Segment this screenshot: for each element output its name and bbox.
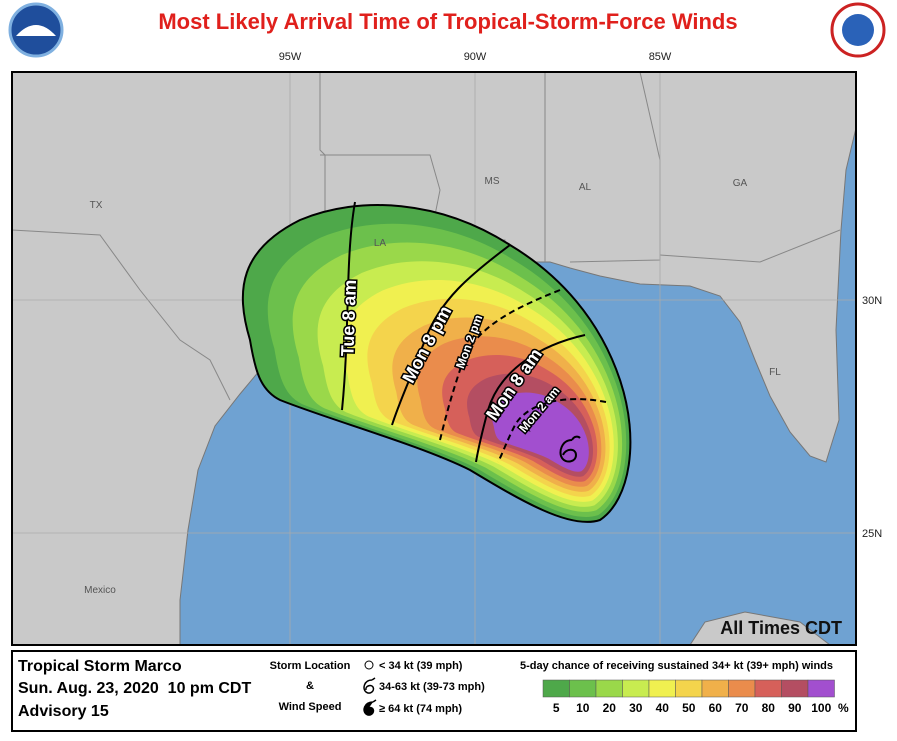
scale-label: 10 [576,701,590,715]
symbol-legend-item: < 34 kt (39 mph) [379,660,463,672]
symbol-legend-title: Wind Speed [279,701,342,713]
place-label: MS [485,176,500,187]
contour-tue-8am [341,201,356,411]
contour-mon-2am [497,398,607,463]
probability-shading [242,205,631,522]
time-contours [341,201,607,463]
place-label: TX [90,200,103,211]
scale-label: 100 [811,701,831,715]
map: Tue 8 am Mon 8 pm Mon 2 pm Mon 8 am Mon … [11,71,857,646]
scale-label: 40 [656,701,670,715]
longitude-label: 85W [649,51,672,63]
contour-mon-2pm [439,289,561,441]
scale-swatch [701,679,729,698]
storm-datetime: Sun. Aug. 23, 2020 10 pm CDT [18,680,251,697]
symbol-ts [363,677,376,694]
land [11,71,857,646]
time-label: Tue 8 am [337,279,360,356]
place-label: GA [733,178,748,189]
symbol-legend-item: ≥ 64 kt (74 mph) [379,703,462,715]
scale-swatch [648,679,676,698]
scale-swatch [569,679,597,698]
scale-swatch [622,679,650,698]
scale-label: 90 [788,701,802,715]
probability-title: 5-day chance of receiving sustained 34+ … [520,660,833,672]
symbol-legend-title: & [306,680,314,692]
storm-name: Tropical Storm Marco [18,658,182,675]
time-note: All Times CDT [720,618,842,638]
title: Most Likely Arrival Time of Tropical-Sto… [158,9,737,34]
fl-ga-border [659,229,841,263]
contour-mon-8pm [391,244,511,426]
probability-unit: % [838,701,849,715]
contour-mon-8am [475,334,586,463]
scale-label: 5 [553,701,560,715]
symbol-weak [364,660,374,670]
mexico-border [11,229,231,401]
latitude-label: 30N [862,295,882,307]
scale-label: 50 [682,701,696,715]
longitude-label: 95W [279,51,302,63]
scale-swatch [807,679,835,698]
outer-contour [241,204,632,523]
scale-label: 60 [709,701,723,715]
probability-scale: 5 10 20 30 40 50 60 70 80 90 100 [542,679,835,715]
map-frame [11,71,857,646]
nws-logo-center [842,14,874,46]
scale-swatch [542,679,570,698]
symbol-legend-title: Storm Location [270,660,351,672]
place-label: Mexico [84,585,116,596]
scale-swatch [595,679,623,698]
symbol-hurricane [363,699,377,716]
longitude-label: 90W [464,51,487,63]
scale-swatch [781,679,809,698]
storm-symbol [559,435,581,463]
advisory: Advisory 15 [18,703,109,720]
scale-label: 30 [629,701,643,715]
scale-swatch [728,679,756,698]
scale-swatch [754,679,782,698]
symbol-legend-item: 34-63 kt (39-73 mph) [379,681,485,693]
latitude-label: 25N [862,528,882,540]
place-label: LA [374,238,387,249]
place-label: AL [579,182,592,193]
scale-label: 20 [603,701,617,715]
place-label: FL [769,367,781,378]
scale-label: 70 [735,701,749,715]
noaa-logo-bird [16,25,56,36]
scale-swatch [675,679,703,698]
scale-label: 80 [762,701,776,715]
